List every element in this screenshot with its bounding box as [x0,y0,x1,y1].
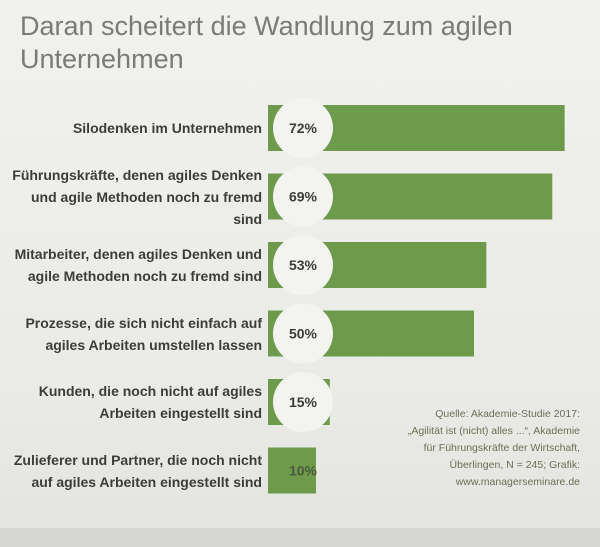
category-label-4: Prozesse, die sich nicht einfach auf agil… [0,312,262,356]
source-note: Quelle: Akademie-Studie 2017: „Agilität … [400,406,580,491]
source-line-2: „Agilität ist (nicht) alles ...“, Akadem… [407,425,580,437]
value-label-6: 10% [289,463,318,479]
bar-6 [268,447,316,494]
chart-title: Daran scheitert die Wandlung zum agilen … [20,10,580,76]
category-label-1-line-1: Silodenken im Unternehmen [72,120,262,136]
source-line-3: für Führungskräfte der Wirtschaft, [423,442,580,454]
bottom-strip [0,528,600,547]
category-label-4-line-2: agiles Arbeiten umstellen lassen [45,336,262,353]
category-label-2-line-2: und agile Methoden noch zu fremd sind [31,188,262,227]
category-label-5: Kunden, die noch nicht auf agiles Arbeite… [0,380,262,424]
category-label-6-line-1: Zulieferer und Partner, die noch nicht [13,451,262,468]
category-label-2: Führungskräfte, denen agiles Denken und a… [0,164,262,230]
value-circle-2 [273,166,333,227]
value-label-4: 50% [289,326,318,342]
category-label-3: Mitarbeiter, denen agiles Denken und agil… [0,243,262,287]
source-line-1: Quelle: Akademie-Studie 2017: [435,408,580,420]
category-label-1: Silodenken im Unternehmen [0,117,262,139]
value-label-3: 53% [289,257,318,273]
value-circle-3 [273,235,333,295]
category-label-6-line-2: auf agiles Arbeiten eingestellt sind [31,473,262,490]
category-label-5-line-1: Kunden, die noch nicht auf agiles [38,383,262,399]
category-label-2-line-1: Führungskräfte, denen agiles Denken [12,166,262,183]
value-circle-4 [273,303,333,364]
value-label-5: 15% [289,394,318,410]
title-line-2: Unternehmen [20,44,184,74]
source-line-5: www.managerseminare.de [455,476,580,488]
category-label-4-line-1: Prozesse, die sich nicht einfach auf [25,314,262,331]
value-label-1: 72% [289,120,318,136]
value-circle-1 [273,98,333,158]
source-line-4: Überlingen, N = 245; Grafik: [449,459,580,471]
category-label-6: Zulieferer und Partner, die noch nicht au… [0,449,262,493]
value-circle-5 [273,372,333,432]
title-line-1: Daran scheitert die Wandlung zum agilen [20,11,513,41]
category-label-3-line-1: Mitarbeiter, denen agiles Denken und [14,246,262,262]
category-label-5-line-2: Arbeiten eingestellt sind [99,405,262,421]
category-label-3-line-2: agile Methoden noch zu fremd sind [27,268,262,284]
value-label-2: 69% [289,189,318,205]
